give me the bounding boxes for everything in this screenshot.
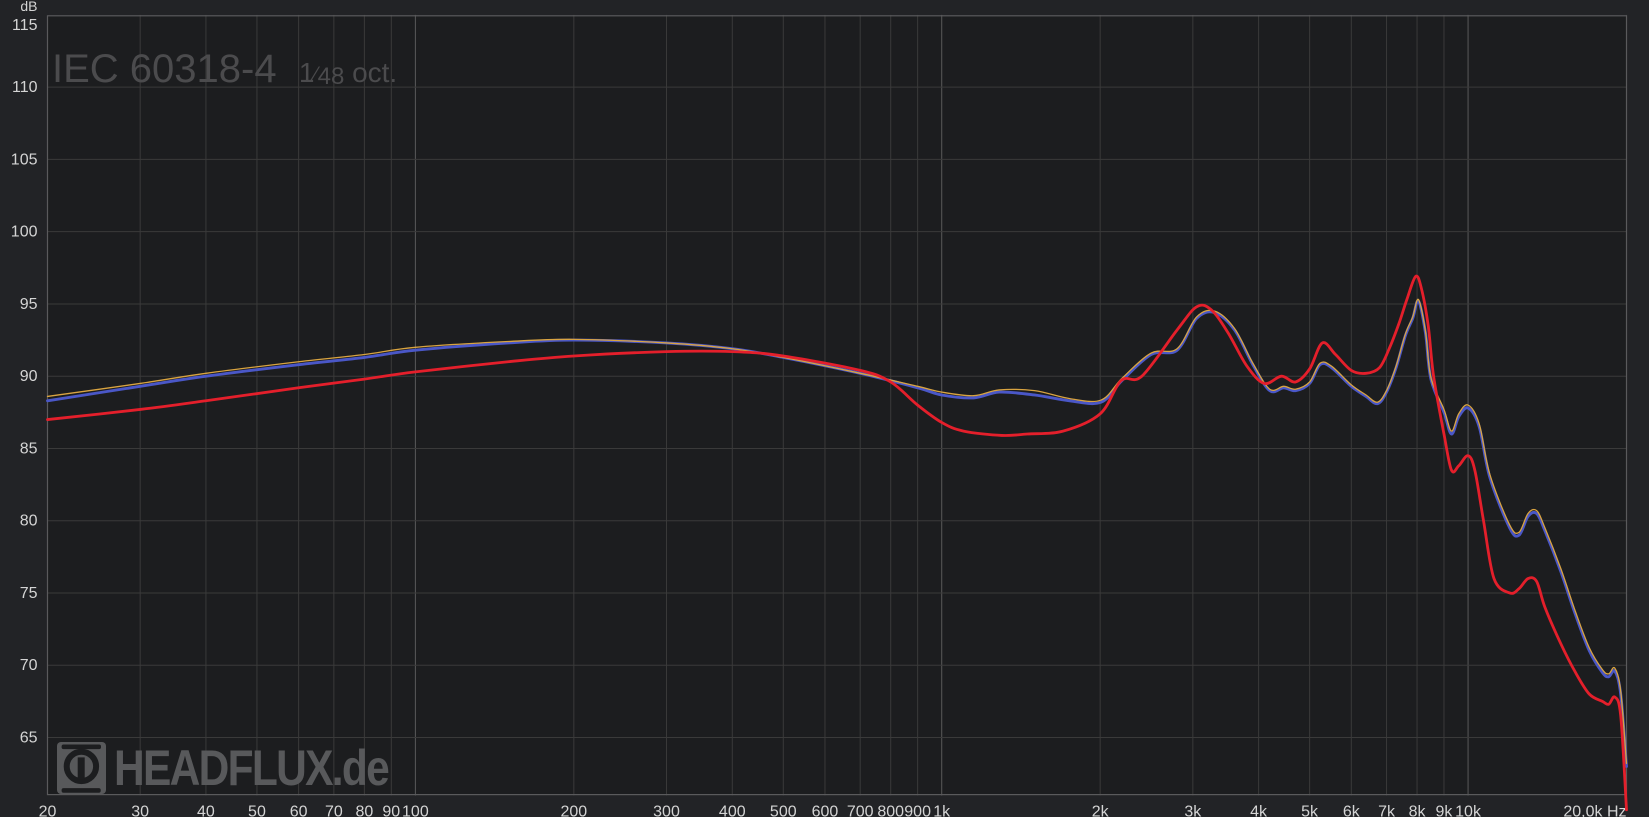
svg-text:40: 40 [197,804,215,817]
svg-text:70: 70 [325,804,343,817]
svg-text:90: 90 [382,804,400,817]
svg-text:3k: 3k [1184,804,1202,817]
svg-text:200: 200 [560,804,587,817]
svg-text:9k: 9k [1436,804,1454,817]
svg-text:95: 95 [20,296,38,313]
svg-text:20,0k Hz: 20,0k Hz [1563,804,1626,817]
svg-text:800: 800 [877,804,904,817]
svg-text:70: 70 [20,657,38,674]
svg-text:700: 700 [847,804,874,817]
svg-text:2k: 2k [1092,804,1110,817]
svg-text:5k: 5k [1301,804,1319,817]
svg-text:80: 80 [355,804,373,817]
svg-text:600: 600 [812,804,839,817]
svg-text:115: 115 [12,17,38,34]
svg-text:6k: 6k [1343,804,1361,817]
svg-text:80: 80 [20,513,38,530]
svg-text:7k: 7k [1378,804,1396,817]
svg-text:110: 110 [12,79,38,96]
svg-text:1k: 1k [933,804,951,817]
svg-text:400: 400 [719,804,746,817]
svg-text:90: 90 [20,368,38,385]
svg-text:30: 30 [131,804,149,817]
svg-text:65: 65 [20,730,38,747]
svg-text:300: 300 [653,804,680,817]
svg-text:75: 75 [20,585,38,602]
svg-text:50: 50 [248,804,266,817]
svg-text:500: 500 [770,804,797,817]
svg-text:105: 105 [11,151,38,168]
svg-text:20: 20 [39,804,57,817]
svg-text:85: 85 [20,440,38,457]
svg-text:100: 100 [11,224,38,241]
svg-text:10k: 10k [1455,804,1482,817]
svg-text:900: 900 [904,804,931,817]
svg-text:60: 60 [290,804,308,817]
svg-text:100: 100 [402,804,429,817]
svg-text:4k: 4k [1250,804,1268,817]
svg-text:dB: dB [20,0,37,14]
svg-text:8k: 8k [1409,804,1427,817]
